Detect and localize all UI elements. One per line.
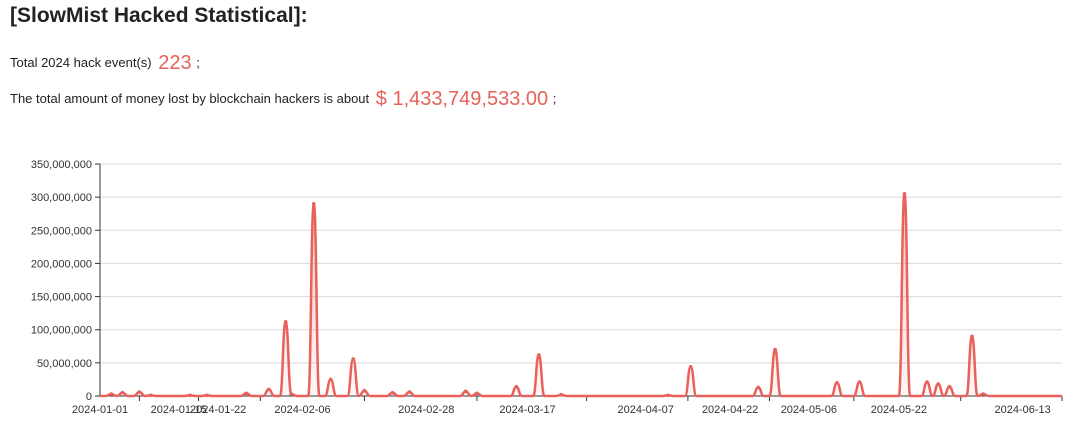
point-layer <box>109 192 986 398</box>
data-point <box>311 201 316 206</box>
y-tick-label: 250,000,000 <box>31 225 92 237</box>
x-tick-label: 2024-03-17 <box>499 404 555 416</box>
hack-events-label: Total 2024 hack event(s) <box>10 55 152 70</box>
data-point <box>407 390 412 394</box>
data-point <box>537 353 541 357</box>
page-title: [SlowMist Hacked Statistical]: <box>10 4 308 27</box>
y-tick-label: 100,000,000 <box>31 325 92 337</box>
data-point <box>925 380 929 384</box>
y-tick-label: 350,000,000 <box>31 159 92 171</box>
data-point <box>773 347 777 352</box>
data-point <box>514 384 519 389</box>
money-lost-amount: $ 1,433,749,533.00 <box>375 88 549 110</box>
y-tick-label: 0 <box>86 391 92 403</box>
data-point <box>328 377 333 382</box>
x-tick-label: 2024-05-22 <box>871 404 927 416</box>
data-point <box>351 357 355 361</box>
data-point <box>463 389 468 394</box>
data-point <box>120 390 125 395</box>
y-tick-label: 50,000,000 <box>37 358 92 370</box>
data-point <box>362 388 367 393</box>
x-tick-label: 2024-06-13 <box>994 404 1050 416</box>
series-area <box>100 193 1062 396</box>
data-point <box>475 391 479 396</box>
x-tick-label: 2024-04-22 <box>702 404 758 416</box>
series-line <box>99 192 1062 398</box>
data-point <box>981 392 986 396</box>
data-point <box>390 390 395 395</box>
x-tick-label: 2024-01-01 <box>72 404 128 416</box>
hack-events-line: Total 2024 hack event(s) 223 ; <box>10 52 200 75</box>
y-tick-label: 300,000,000 <box>31 192 92 204</box>
hack-events-suffix: ; <box>196 55 200 70</box>
data-point <box>666 393 670 398</box>
data-point <box>688 365 693 369</box>
data-point <box>857 380 862 384</box>
x-tick-label: 2024-01-15 <box>151 404 207 416</box>
hack-events-count: 223 <box>158 52 192 74</box>
x-tick-label: 2024-04-07 <box>618 404 674 416</box>
data-point <box>936 382 941 386</box>
x-tick-label: 2024-01-22 <box>190 404 246 416</box>
series-layer <box>99 192 1062 398</box>
data-point <box>902 192 907 196</box>
data-point <box>289 392 294 396</box>
data-point <box>835 380 839 385</box>
x-tick-label: 2024-02-28 <box>398 404 454 416</box>
money-lost-line: The total amount of money lost by blockc… <box>10 88 556 111</box>
data-point <box>205 393 209 398</box>
x-tick-label: 2024-05-06 <box>781 404 837 416</box>
data-point <box>947 384 952 389</box>
grid-layer <box>100 163 1062 364</box>
data-point <box>559 392 564 397</box>
money-lost-label: The total amount of money lost by blockc… <box>10 91 370 106</box>
data-point <box>188 393 192 398</box>
data-point <box>283 319 288 324</box>
y-tick-label: 200,000,000 <box>31 258 92 270</box>
data-point <box>148 393 153 398</box>
y-tick-label: 150,000,000 <box>31 292 92 304</box>
data-point <box>109 392 114 396</box>
data-point <box>266 387 271 392</box>
data-point <box>244 391 249 396</box>
data-point <box>970 334 974 339</box>
money-lost-suffix: ; <box>552 91 557 106</box>
data-point <box>137 390 142 394</box>
x-tick-label: 2024-02-06 <box>274 404 330 416</box>
data-point <box>756 385 761 390</box>
